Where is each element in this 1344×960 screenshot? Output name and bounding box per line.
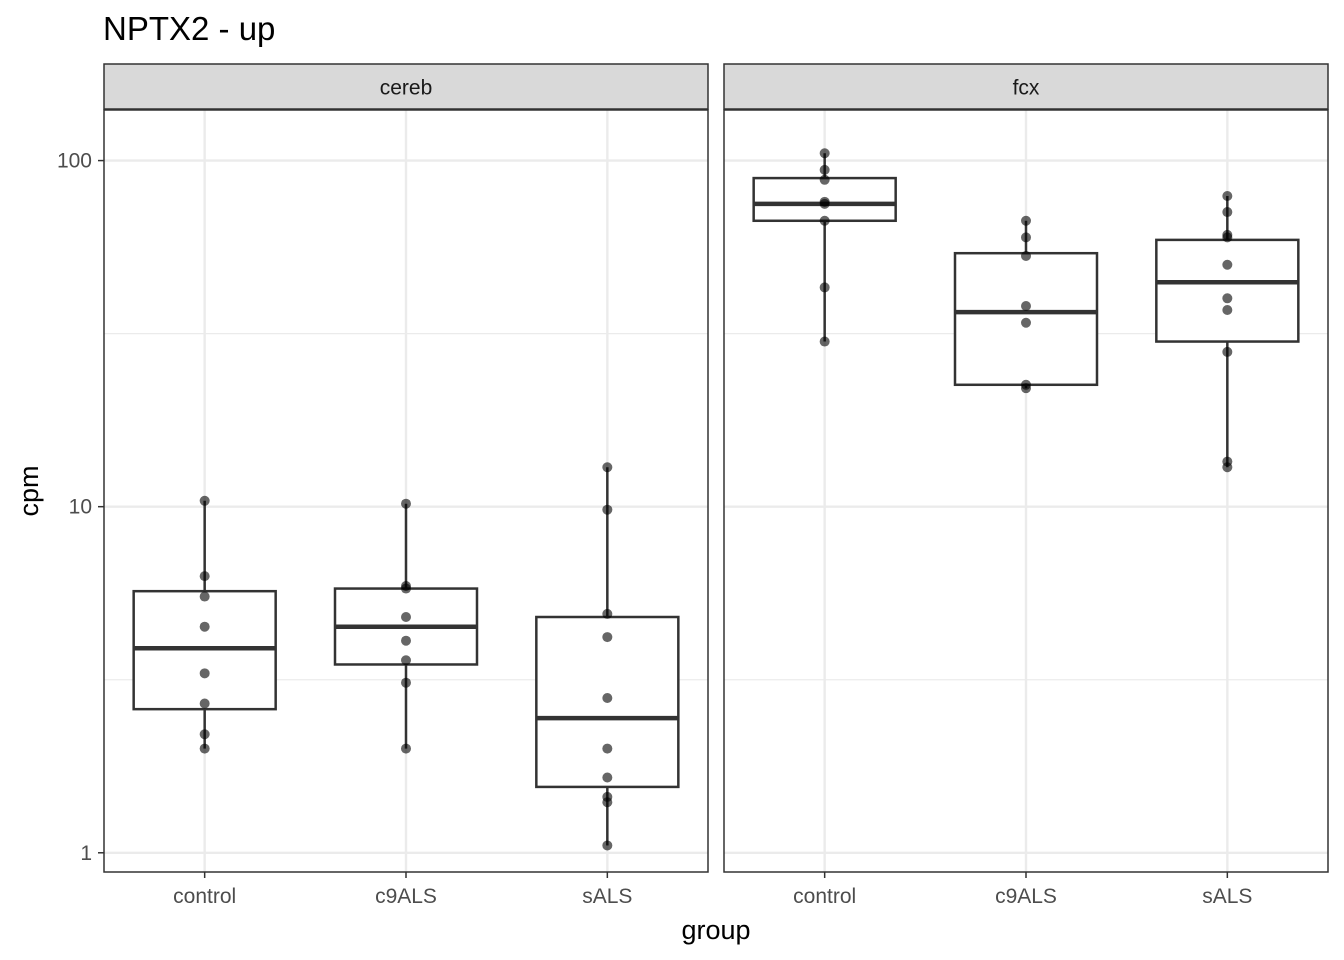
strip-label: cereb [380,77,433,100]
y-tick-label: 10 [69,496,92,519]
data-point [401,498,411,509]
data-point [401,612,411,623]
data-point [1021,251,1031,262]
data-point [602,632,613,643]
data-point [199,621,210,632]
data-point [819,282,830,293]
data-point [199,743,210,754]
data-point [199,571,210,582]
data-point [199,668,210,679]
x-tick-label: c9ALS [995,885,1057,908]
data-point [819,198,830,209]
data-point [1222,207,1233,218]
chart-title: NPTX2 - up [103,10,275,47]
data-point [199,495,210,506]
data-point [1222,462,1233,473]
data-point [199,698,210,709]
data-point [819,148,830,159]
strip-label: fcx [1013,77,1040,100]
data-point [401,583,411,594]
y-axis: 1 10 100 [57,150,104,865]
panel-fcx: fcx control c9ALS sALS [723,63,1329,908]
x-axis-title: group [681,915,750,945]
data-point [401,743,411,754]
data-point [401,635,411,646]
data-point [1222,305,1233,316]
panels: cereb control c9ALS sALS fcx control c9ALS sALS [103,63,1329,908]
y-tick-label: 1 [80,842,92,865]
data-point [1222,346,1233,357]
data-point [819,215,830,226]
box-sALS [1155,196,1300,468]
data-point [819,164,830,175]
y-tick-label: 100 [57,150,92,173]
data-point [1021,215,1031,226]
y-axis-title: cpm [14,465,44,516]
data-point [1222,232,1233,243]
panel-cereb: cereb control c9ALS sALS [103,63,709,908]
data-point [602,797,613,808]
data-point [819,174,830,185]
data-point [602,840,613,851]
box-control [132,500,277,749]
data-point [1021,301,1031,312]
data-point [602,772,613,783]
strip-cereb [103,63,709,110]
x-tick-label: c9ALS [375,885,437,908]
data-point [602,504,613,515]
x-tick-label: sALS [582,885,632,908]
data-point [1222,293,1233,304]
data-point [602,743,613,754]
data-point [1021,317,1031,328]
x-tick-label: control [173,885,236,908]
box-body [1155,238,1300,343]
data-point [199,591,210,602]
data-point [1021,383,1031,394]
data-point [602,608,613,619]
data-point [819,336,830,347]
x-tick-label: control [793,885,856,908]
data-point [401,655,411,666]
data-point [199,729,210,740]
data-point [1222,259,1233,270]
x-tick-label: sALS [1202,885,1252,908]
data-point [1222,191,1233,202]
strip-fcx [723,63,1329,110]
data-point [401,677,411,688]
data-point [602,462,613,473]
data-point [1021,232,1031,243]
data-point [602,693,613,704]
